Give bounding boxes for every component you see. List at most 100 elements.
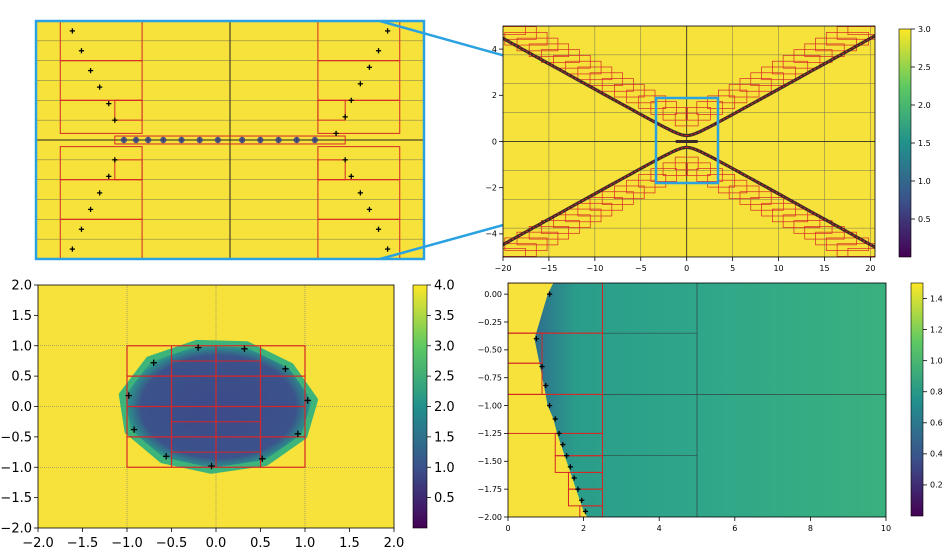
disk-y-tick-label: 0.5 [11,370,32,385]
mesh-cell [696,101,723,115]
mesh-cell [601,191,634,205]
disk-point [294,430,302,438]
wall-y-tick-label: −0.25 [477,318,502,327]
hyperbola-branch-markers [503,37,687,137]
zoom-point [87,67,94,74]
disk-point [150,359,157,366]
wall-point [552,416,558,422]
zoom-point [348,97,354,103]
zoom-point [348,173,354,179]
hyperbola-y-tick-label: −4 [485,230,497,239]
wall-point [563,453,570,459]
disk-colorbar-tick-label: 3.0 [434,339,455,354]
mesh-cell [528,226,570,240]
disk-colorbar-tick-label: 4.0 [434,279,455,294]
zoom-point-dot [257,136,264,144]
disk-point [304,397,311,404]
mesh-cell [114,159,143,181]
mesh-cell [847,247,875,257]
disk-colorbar-tick-label: 3.5 [434,309,455,324]
hyperbola-x-tick-label: 15 [819,264,829,273]
disk-colorbar-ticks: 0.5 1.0 1.5 2.0 2.5 3.0 3.5 4.0 [427,279,455,506]
zoom-point-dot [132,136,140,144]
disk-y-tick-label: −1.5 [0,491,32,506]
disk-x-tick-label: 0.0 [206,536,227,551]
wall-colorbar-tick-label: 0.2 [930,481,943,490]
mesh-cell [577,202,613,217]
zoom-point [97,84,103,90]
hyperbola-x-ticks: −20 −15 −10 −5 0 5 10 15 20 [495,257,876,273]
wall-y-tick-label: −1.25 [477,429,502,438]
disk-point [241,345,248,352]
zoom-point [87,206,94,213]
mesh-cell [565,60,602,75]
mesh-cell [540,220,580,234]
mesh-cell [804,226,845,240]
zoom-point [333,130,339,136]
mesh-cell [614,83,645,98]
wall-plot: 0 2 4 6 8 10 0.00 −0.25 −0.50 −0.75 −1.00 −1.25 −1.… [477,282,891,533]
disk-y-tick-label: −1.0 [0,461,32,476]
mesh-cell [728,185,760,200]
hyperbola-curves [503,33,875,250]
zoom-point [112,117,118,123]
hyperbola-y-tick-label: −2 [485,184,497,193]
disk-point [125,392,132,399]
hyperbola-x-tick-label: 5 [730,264,735,273]
mesh-cell [638,174,667,188]
zoom-inset-mesh [36,21,424,259]
disk-point [130,426,138,433]
wall-points [533,291,589,515]
disk-points [125,344,311,470]
mesh-cell [739,78,772,92]
zoom-point [375,226,382,232]
zoom-point [366,206,373,213]
disk-point [259,455,266,462]
disk-colorbar-tick-label: 0.5 [434,491,455,506]
wall-y-tick-label: −0.75 [477,374,502,383]
mesh-cell [685,107,711,121]
disk-plot: −2.0 −1.5 −1.0 −0.5 0.0 0.5 1.0 1.5 2.0 −2.0 −1.5… [0,279,404,551]
hyperbola-colorbar-tick-label: 0.5 [918,215,931,224]
mesh-cell [317,99,346,121]
mesh-cell [626,179,656,194]
mesh-cell [508,362,543,395]
zoom-point-dot [275,136,282,144]
hyperbola-branch-markers [503,146,687,246]
mesh-cell [728,83,760,98]
disk-point [282,365,289,373]
zoom-point [375,48,382,54]
wall-point [556,430,562,437]
wall-x-tick-label: 6 [732,524,737,533]
disk-y-ticks: −2.0 −1.5 −1.0 −0.5 0.0 0.5 1.0 1.5 2.0 [0,279,38,537]
wall-y-tick-label: −2.00 [477,513,502,522]
mesh-cell [114,135,346,145]
zoom-inset-points [69,28,391,252]
disk-x-tick-label: −1.0 [111,536,143,551]
hyperbola-colorbar-ticks: 0.5 1.0 1.5 2.0 2.5 3.0 [911,25,931,224]
mesh-cell [650,101,677,115]
hyperbola-x-tick-label: −20 [495,264,512,273]
zoom-point [366,64,373,70]
hyperbola-zoom-box [654,96,720,185]
hyperbola-x-tick-label: 10 [773,264,783,273]
disk-colorbar-tick-label: 2.0 [434,400,455,415]
mesh-cell [718,89,748,104]
wall-x-tick-label: 4 [657,524,662,533]
wall-x-tick-label: 10 [881,524,891,533]
mesh-cell [750,197,784,211]
mesh-cell [836,26,875,40]
disk-colorbar: 0.5 1.0 1.5 2.0 2.5 3.0 3.5 4.0 [412,279,455,529]
hyperbola-y-tick-label: 2 [492,91,497,100]
hyperbola-y-tick-label: 4 [492,45,497,54]
disk-colorbar-gradient [412,284,428,529]
zoom-point-dot [238,136,246,144]
wall-x-ticks: 0 2 4 6 8 10 [505,517,891,533]
mesh-cell [577,66,613,81]
disk-x-tick-label: −1.5 [67,536,99,551]
wall-y-tick-label: −0.50 [477,346,502,355]
wall-point [567,464,573,470]
wall-colorbar-tick-label: 0.8 [930,388,943,397]
